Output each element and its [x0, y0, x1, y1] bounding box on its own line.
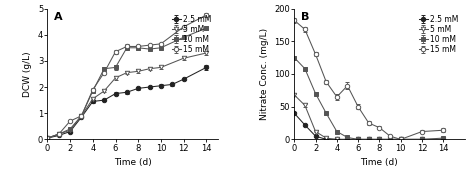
Text: A: A — [54, 12, 63, 22]
Text: B: B — [301, 12, 310, 22]
Y-axis label: Nitrate Conc. (mg/L): Nitrate Conc. (mg/L) — [260, 28, 269, 120]
Legend: 2.5 mM, 5 mM, 10 mM, 15 mM: 2.5 mM, 5 mM, 10 mM, 15 mM — [169, 12, 214, 56]
X-axis label: Time (d): Time (d) — [114, 158, 151, 167]
Y-axis label: DCW (g/L): DCW (g/L) — [23, 51, 32, 97]
Legend: 2.5 mM, 5 mM, 10 mM, 15 mM: 2.5 mM, 5 mM, 10 mM, 15 mM — [416, 12, 461, 56]
X-axis label: Time (d): Time (d) — [361, 158, 398, 167]
